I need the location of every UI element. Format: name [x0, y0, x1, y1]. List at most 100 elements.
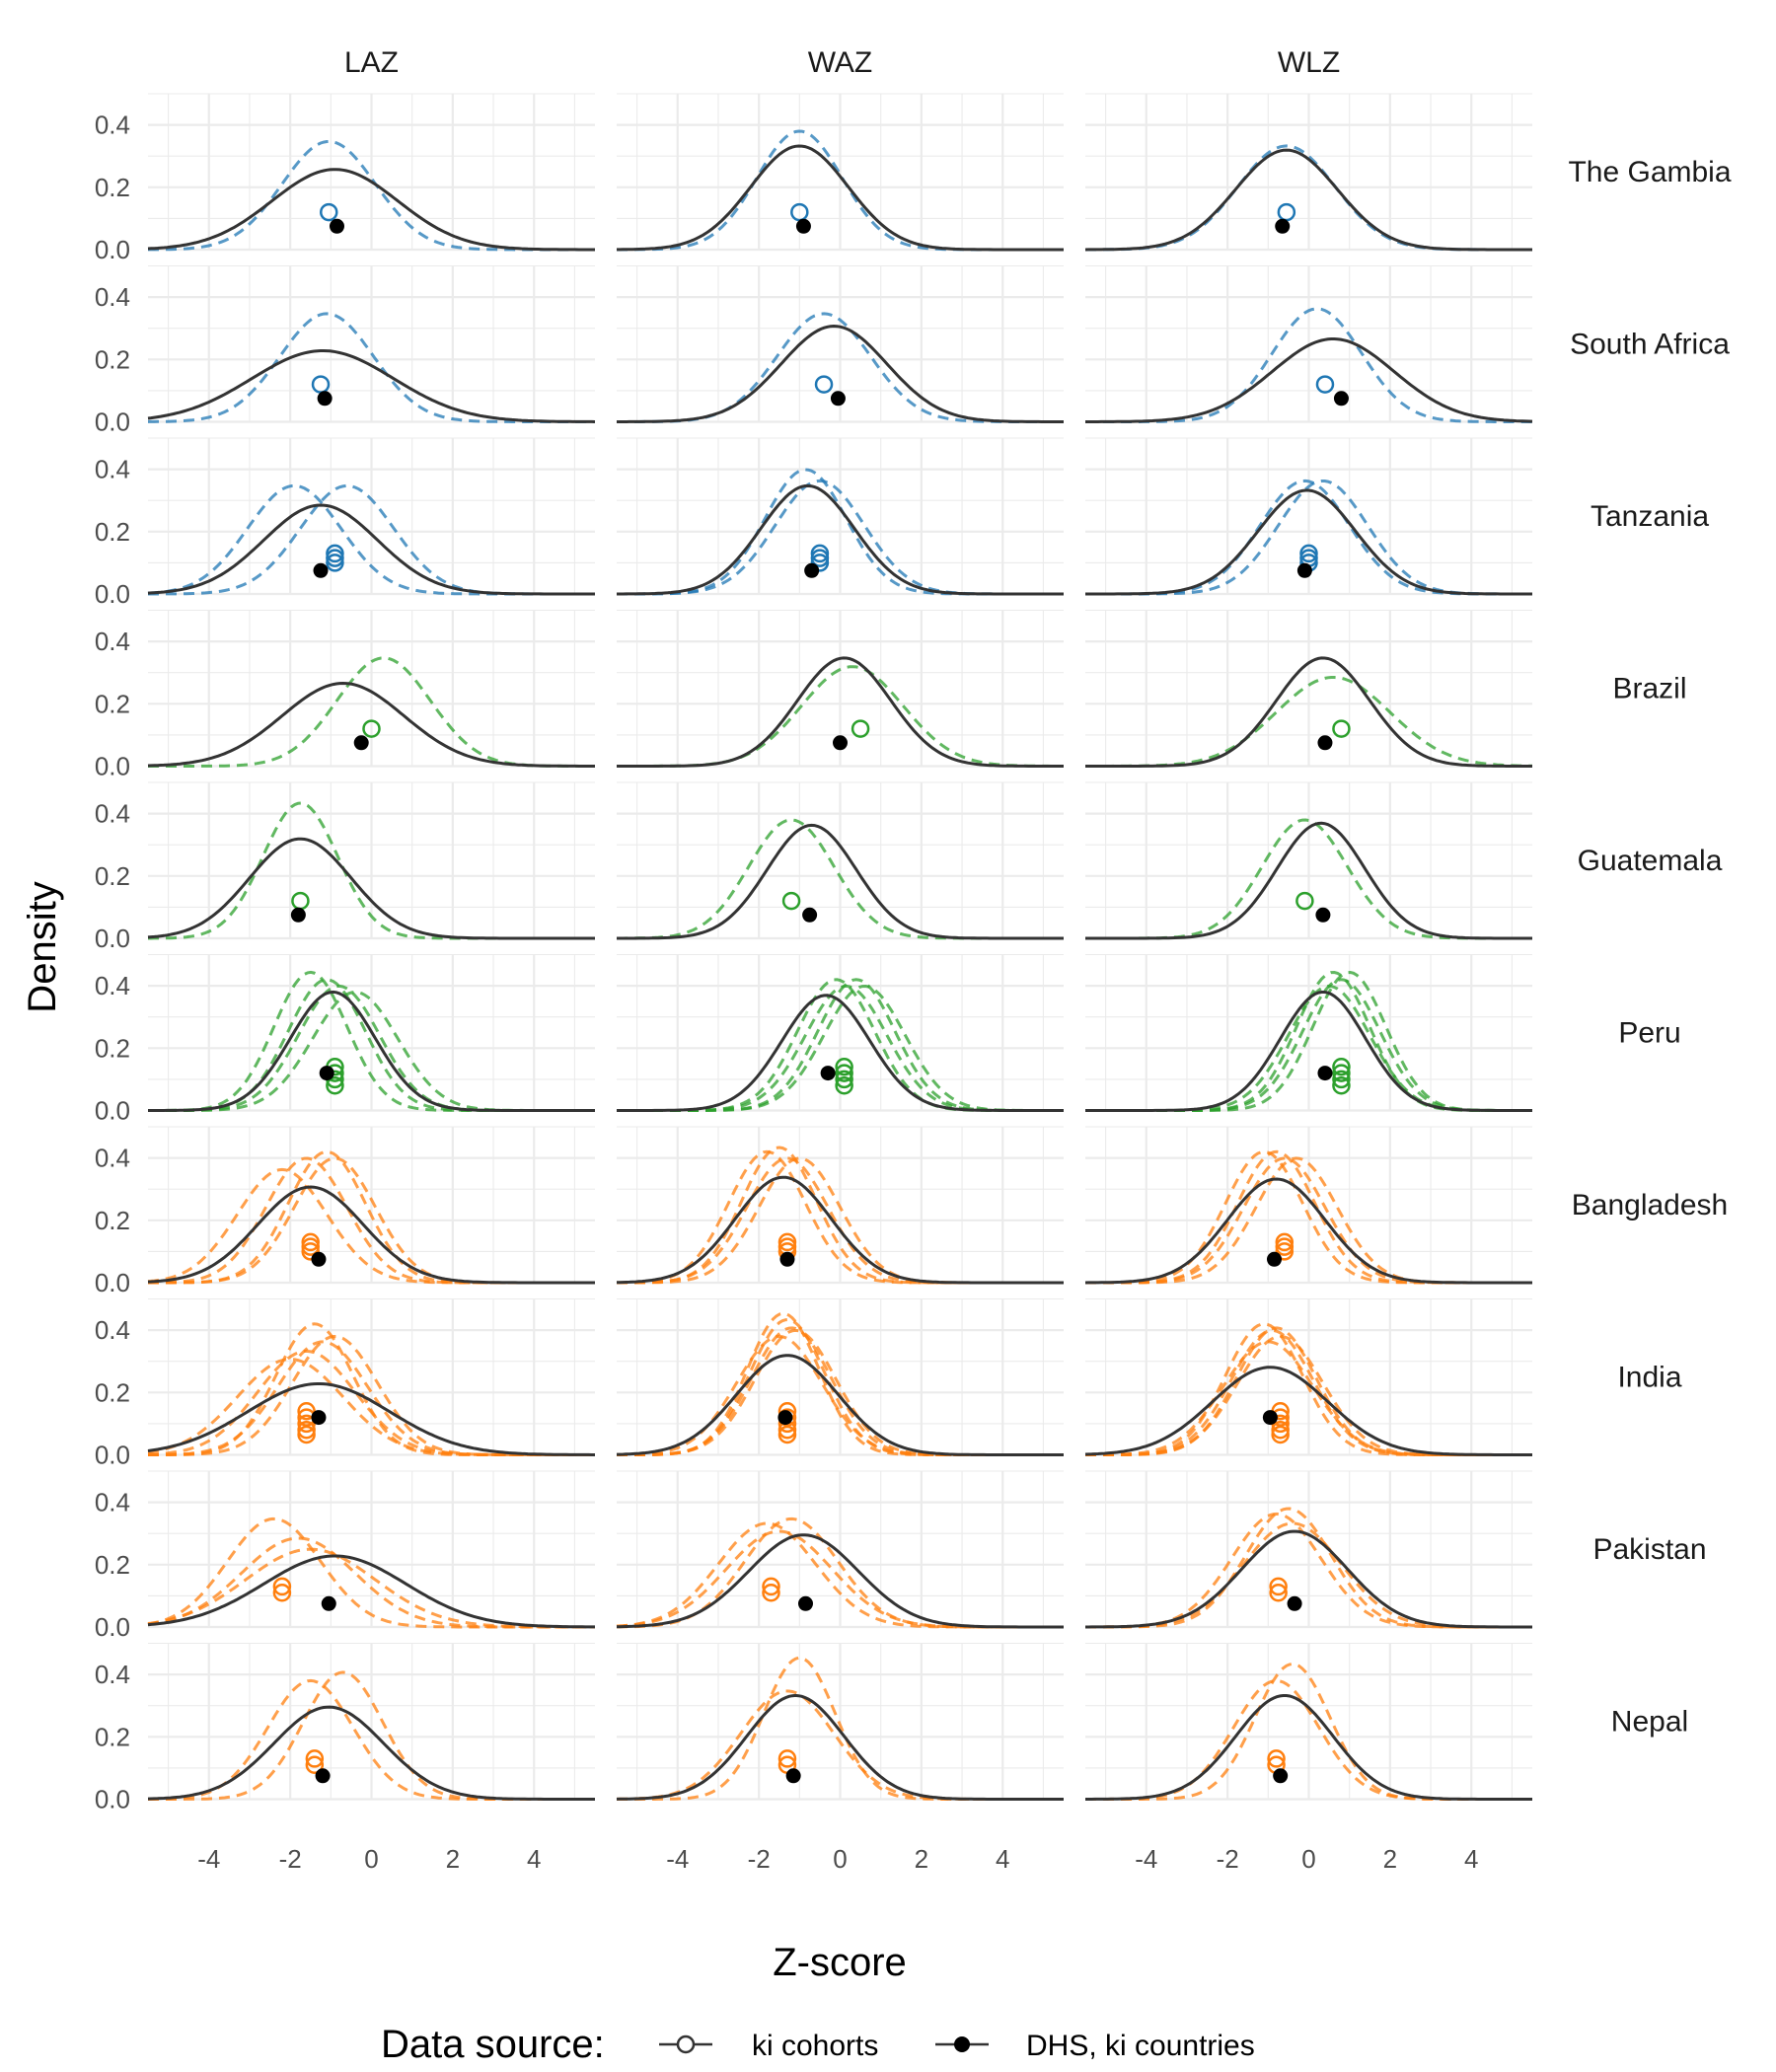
cohort-density-line [147, 483, 595, 596]
ki-cohort-mean-point [362, 719, 381, 738]
dhs-density-line [147, 349, 596, 423]
cohort-density-line [148, 1156, 595, 1285]
panel-the-gambia-wlz [1084, 93, 1532, 252]
panel-peru-laz [148, 953, 595, 1112]
y-tick-label: 0.4 [95, 971, 130, 1000]
ki-cohort-mean-point [1332, 1070, 1351, 1089]
panel-guatemala-laz [147, 781, 595, 940]
row-strip-south-africa: South Africa [1570, 329, 1730, 361]
ki-cohort-mean-point [1271, 1425, 1290, 1444]
panel-south-africa-wlz [1085, 264, 1533, 423]
ki-cohort-mean-point [272, 1577, 292, 1596]
cohort-density-line [617, 1656, 1064, 1801]
y-tick-label: 0.4 [95, 282, 130, 312]
dhs-density-line [147, 168, 595, 252]
x-tick-label: 0 [833, 1844, 847, 1874]
cohort-density-line [616, 1689, 1064, 1801]
ki-cohort-mean-point [1269, 1577, 1288, 1596]
ki-cohort-mean-point [297, 1420, 316, 1440]
ki-cohort-mean-point [301, 1232, 320, 1252]
dhs-mean-point [777, 1410, 793, 1426]
dhs-density-line [1085, 1529, 1532, 1629]
row-strip-brazil: Brazil [1612, 673, 1686, 705]
dhs-density-line [147, 837, 595, 940]
x-tick-label: 0 [1301, 1844, 1315, 1874]
ki-cohort-mean-point [305, 1749, 325, 1768]
ki-cohort-mean-point [762, 1583, 780, 1602]
dhs-density-line [147, 1554, 595, 1629]
column-strip-laz: LAZ [344, 46, 399, 79]
ki-cohort-mean-point [781, 891, 801, 911]
panel-tanzania-wlz [1085, 437, 1532, 596]
dhs-density-line [617, 324, 1064, 423]
ki-cohort-mean-point [810, 544, 830, 563]
panel-grid [147, 93, 1533, 1801]
cohort-density-line [148, 312, 595, 423]
y-tick-label: 0.0 [95, 1785, 130, 1814]
dhs-mean-point [313, 562, 329, 578]
panel-guatemala-waz [617, 781, 1064, 940]
dhs-mean-point [1317, 1066, 1333, 1081]
x-tick-label: 2 [1383, 1844, 1397, 1874]
ki-cohort-mean-point [301, 1242, 320, 1261]
ki-cohort-mean-point [1299, 544, 1318, 563]
dhs-density-line [1085, 488, 1532, 596]
x-tick-label: -4 [666, 1844, 689, 1874]
dhs-density-line [617, 1533, 1064, 1629]
dhs-mean-point [785, 1768, 801, 1784]
ki-cohort-mean-point [326, 1075, 344, 1095]
y-tick-label: 0.2 [95, 689, 130, 718]
cohort-density-line [617, 1328, 1064, 1456]
cohort-density-line [147, 1547, 595, 1629]
dhs-mean-point [830, 391, 846, 407]
dhs-mean-point [1266, 1251, 1282, 1267]
panel-brazil-laz [147, 609, 595, 768]
legend-label-dhs: DHS, ki countries [1026, 2030, 1255, 2062]
panel-tanzania-waz [617, 437, 1064, 596]
dhs-density-line [147, 1705, 595, 1801]
x-tick-label: 2 [446, 1844, 460, 1874]
ki-cohort-mean-point [814, 375, 834, 394]
dhs-density-line [617, 144, 1064, 252]
dhs-density-line [148, 990, 595, 1112]
dhs-density-line [617, 483, 1064, 596]
ki-cohort-mean-point [1275, 1237, 1295, 1256]
ki-cohort-mean-point [311, 375, 331, 394]
dhs-density-line [616, 1693, 1064, 1801]
panel-south-africa-laz [147, 264, 596, 423]
y-tick-label: 0.2 [95, 1206, 130, 1235]
column-strip-waz: WAZ [808, 46, 873, 79]
panel-nepal-laz [147, 1642, 595, 1801]
ki-cohort-mean-point [301, 1237, 320, 1256]
y-tick-label: 0.0 [95, 924, 130, 953]
y-axis-title: Density [21, 881, 64, 1012]
dhs-density-line [147, 1185, 595, 1285]
dhs-mean-point [1296, 562, 1312, 578]
legend-key-ki-cohorts [659, 2035, 712, 2054]
dhs-density-line [617, 823, 1064, 940]
panel-pakistan-waz [616, 1470, 1064, 1629]
panel-tanzania-laz [147, 437, 595, 596]
y-tick-label: 0.4 [95, 455, 130, 484]
panel-guatemala-wlz [1085, 781, 1532, 940]
ki-cohort-mean-point [297, 1402, 316, 1421]
y-tick-label: 0.4 [95, 1315, 130, 1345]
row-strip-the-gambia: The Gambia [1568, 156, 1731, 188]
x-tick-label: -2 [748, 1844, 771, 1874]
dhs-density-line [617, 656, 1064, 768]
panel-bangladesh-waz [617, 1126, 1064, 1285]
column-strip-wlz: WLZ [1278, 46, 1340, 79]
ki-cohort-mean-point [1275, 1232, 1295, 1252]
legend-title: Data source: [381, 2023, 605, 2066]
panel-the-gambia-waz [617, 93, 1064, 252]
ki-cohort-mean-point [1295, 891, 1314, 911]
dhs-density-line [1085, 1694, 1532, 1801]
ki-cohort-mean-point [326, 549, 344, 567]
dhs-density-line [147, 681, 595, 768]
panel-india-waz [617, 1297, 1064, 1456]
x-tick-label: 4 [527, 1844, 541, 1874]
dhs-mean-point [311, 1251, 327, 1267]
y-tick-label: 0.4 [95, 799, 130, 829]
ki-cohort-mean-point [835, 1058, 853, 1076]
